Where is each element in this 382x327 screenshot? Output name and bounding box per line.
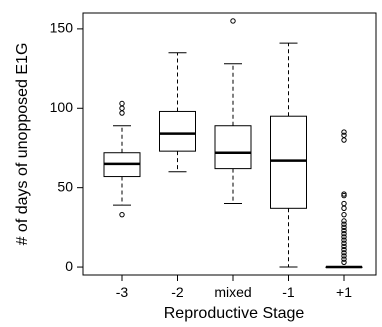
x-tick-label: +1	[336, 284, 352, 300]
y-axis: 0 50 100 150	[50, 20, 83, 274]
x-tick-label: -1	[282, 284, 295, 300]
outlier-point	[341, 253, 347, 259]
y-axis-title: # of days of unopposed E1G	[14, 43, 31, 246]
box-1	[270, 42, 307, 268]
outlier-point	[341, 192, 347, 199]
iqr-box	[214, 125, 252, 170]
y-tick-label: 150	[50, 20, 74, 36]
outlier-point	[119, 100, 125, 107]
outlier-point	[341, 211, 347, 218]
outlier-point	[341, 218, 347, 224]
x-tick-label: -3	[116, 284, 129, 300]
outlier-point	[341, 234, 347, 240]
box-series	[103, 18, 363, 269]
x-axis: -3 -2 mixed -1 +1	[116, 275, 352, 300]
outlier-point	[341, 129, 347, 135]
iqr-box	[159, 110, 196, 152]
outlier-point	[341, 237, 347, 243]
outlier-point	[119, 110, 125, 116]
x-axis-title: Reproductive Stage	[164, 305, 305, 322]
plot-frame	[82, 12, 377, 276]
outlier-point	[341, 205, 347, 212]
outlier-point	[119, 211, 125, 218]
outlier-point	[341, 227, 347, 234]
outlier-point	[341, 200, 347, 207]
y-tick-label: 50	[57, 178, 73, 194]
outlier-point	[119, 105, 125, 111]
box-3	[103, 100, 141, 218]
iqr-box	[270, 115, 307, 209]
x-tick-label: -2	[171, 284, 184, 300]
outlier-point	[341, 137, 347, 143]
y-tick-label: 0	[65, 258, 73, 274]
box-2	[159, 52, 196, 173]
outlier-point	[341, 231, 347, 237]
outlier-point	[230, 18, 236, 24]
y-tick-label: 100	[50, 99, 74, 115]
outlier-point	[341, 246, 347, 253]
box-mixed	[214, 18, 252, 205]
outlier-point	[341, 240, 347, 246]
outlier-point	[341, 224, 347, 231]
outlier-point	[341, 250, 347, 256]
outlier-point	[341, 243, 347, 250]
outlier-point	[341, 191, 347, 197]
outlier-point	[341, 221, 347, 227]
x-tick-label: mixed	[214, 284, 251, 300]
outlier-point	[341, 259, 347, 265]
box-1	[325, 129, 363, 269]
outlier-point	[341, 132, 347, 138]
outlier-point	[341, 256, 347, 262]
